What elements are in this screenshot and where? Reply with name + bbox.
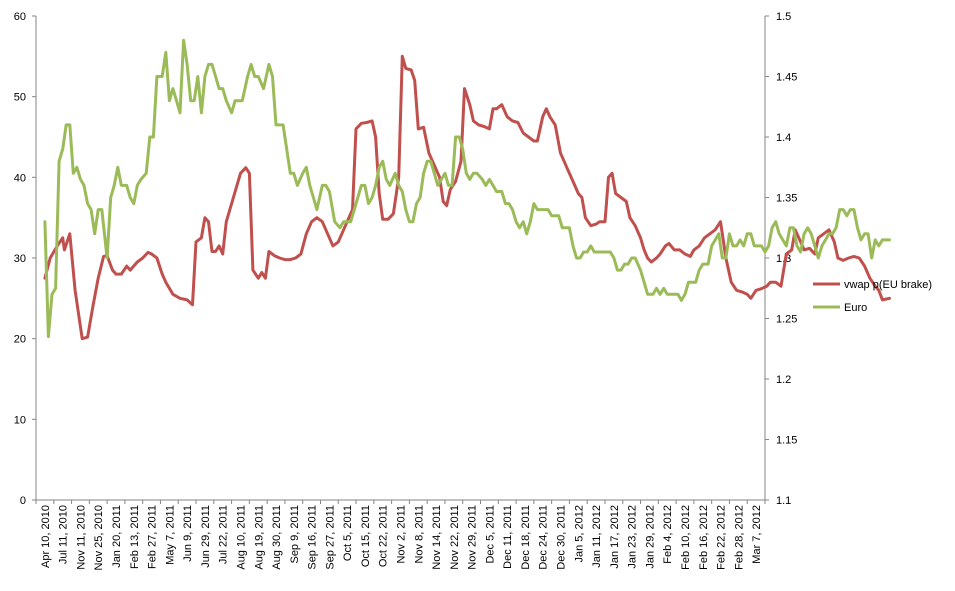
x-tick-label: Sep 16, 2011 (307, 505, 319, 570)
x-tick-label: Nov 25, 2010 (93, 505, 105, 570)
x-tick-label: Dec 11, 2011 (502, 505, 514, 569)
x-axis-ticks: Apr 10, 2010 Jul 11, 2010 Nov 11, 2010 Nov … (35, 500, 766, 570)
left-tick-label: 0 (20, 495, 26, 507)
x-tick-label: Dec 24, 2011 (538, 505, 550, 570)
x-tick-label: Feb 22, 2012 (716, 505, 728, 570)
series-lines (43, 38, 891, 341)
x-tick-label: Sep 9, 2011 (289, 505, 301, 564)
x-tick-label: Sep 27, 2011 (324, 505, 336, 570)
right-tick-label: 1.5 (776, 11, 791, 23)
x-tick-label: Aug 30, 2011 (271, 505, 283, 570)
left-tick-label: 50 (14, 92, 26, 104)
x-tick-label: Apr 10, 2010 (40, 505, 52, 568)
x-tick-label: Jan 29, 2012 (644, 505, 656, 569)
x-tick-label: Aug 10, 2011 (235, 505, 247, 570)
right-tick-label: 1.45 (776, 72, 797, 84)
left-tick-label: 20 (14, 334, 26, 346)
x-tick-label: Oct 22, 2011 (378, 505, 390, 567)
left-y-ticks: 0 10 20 30 40 50 60 (14, 11, 36, 507)
x-tick-label: Aug 19, 2011 (253, 505, 265, 570)
right-tick-label: 1.2 (776, 374, 791, 386)
x-tick-label: Dec 5, 2011 (484, 505, 496, 564)
x-tick-label: Nov 14, 2011 (431, 505, 443, 570)
left-tick-label: 30 (14, 253, 26, 265)
x-tick-label: Jun 9, 2011 (182, 505, 194, 562)
x-tick-label: Jun 29, 2011 (200, 505, 212, 568)
x-tick-label: Dec 30, 2011 (556, 505, 568, 570)
x-tick-label: Nov 29, 2011 (467, 505, 479, 570)
x-tick-label: Nov 11, 2010 (75, 505, 87, 570)
legend-label: vwap p(EU brake) (844, 279, 932, 291)
x-tick-label: Feb 10, 2012 (680, 505, 692, 570)
x-tick-label: Nov 8, 2011 (413, 505, 425, 564)
x-tick-label: Feb 13, 2011 (129, 505, 141, 569)
right-tick-label: 1.4 (776, 132, 791, 144)
x-tick-label: Feb 27, 2011 (147, 505, 159, 569)
right-y-ticks: 1.11.151.21.251.31.351.41.451.5 (765, 11, 797, 507)
x-tick-label: Jul 11, 2010 (58, 505, 70, 564)
x-tick-label: Jan 11, 2012 (591, 505, 603, 568)
legend-label: Euro (844, 302, 867, 314)
x-tick-label: Jan 23, 2012 (627, 505, 639, 569)
series-line-vwap (43, 54, 891, 341)
series-line-euro (43, 38, 891, 339)
x-tick-label: Oct 15, 2011 (360, 505, 372, 567)
x-tick-label: Dec 18, 2011 (520, 505, 532, 570)
x-tick-label: Oct 5, 2011 (342, 505, 354, 561)
x-tick-label: Feb 4, 2012 (662, 505, 674, 564)
left-tick-label: 40 (14, 172, 26, 184)
right-tick-label: 1.35 (776, 193, 797, 205)
right-tick-label: 1.25 (776, 314, 797, 326)
x-tick-label: Feb 28, 2012 (733, 505, 745, 570)
x-tick-label: Jul 22, 2011 (218, 505, 230, 564)
x-tick-label: Nov 2, 2011 (396, 505, 408, 564)
x-tick-label: Nov 22, 2011 (449, 505, 461, 570)
x-tick-label: Jan 17, 2012 (609, 505, 621, 569)
right-tick-label: 1.15 (776, 435, 797, 447)
x-tick-label: Feb 16, 2012 (698, 505, 710, 570)
left-tick-label: 60 (14, 11, 26, 23)
x-tick-label: Jan 5, 2012 (573, 505, 585, 563)
x-tick-label: May 7, 2011 (164, 505, 176, 565)
x-tick-label: Jan 20, 2011 (111, 505, 123, 568)
left-tick-label: 10 (14, 414, 26, 426)
right-tick-label: 1.1 (776, 495, 791, 507)
legend: vwap p(EU brake) Euro (813, 279, 932, 314)
x-tick-label: Mar 7, 2012 (751, 505, 763, 564)
